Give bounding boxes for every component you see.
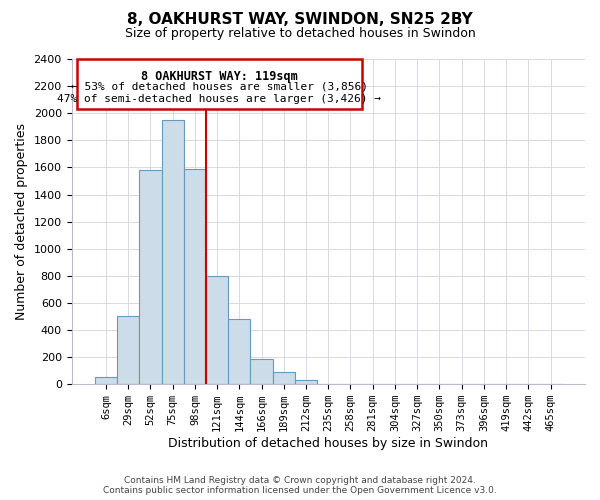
Bar xyxy=(117,316,139,384)
Bar xyxy=(95,378,117,384)
X-axis label: Distribution of detached houses by size in Swindon: Distribution of detached houses by size … xyxy=(168,437,488,450)
Bar xyxy=(272,372,295,384)
FancyBboxPatch shape xyxy=(77,59,362,110)
Bar xyxy=(250,359,272,384)
Text: 8, OAKHURST WAY, SWINDON, SN25 2BY: 8, OAKHURST WAY, SWINDON, SN25 2BY xyxy=(127,12,473,28)
Bar xyxy=(161,120,184,384)
Bar xyxy=(295,380,317,384)
Text: Size of property relative to detached houses in Swindon: Size of property relative to detached ho… xyxy=(125,28,475,40)
Bar xyxy=(184,169,206,384)
Text: 8 OAKHURST WAY: 119sqm: 8 OAKHURST WAY: 119sqm xyxy=(141,70,298,84)
Text: Contains HM Land Registry data © Crown copyright and database right 2024.: Contains HM Land Registry data © Crown c… xyxy=(124,476,476,485)
Text: Contains public sector information licensed under the Open Government Licence v3: Contains public sector information licen… xyxy=(103,486,497,495)
Y-axis label: Number of detached properties: Number of detached properties xyxy=(15,123,28,320)
Text: ← 53% of detached houses are smaller (3,856): ← 53% of detached houses are smaller (3,… xyxy=(71,82,368,92)
Text: 47% of semi-detached houses are larger (3,426) →: 47% of semi-detached houses are larger (… xyxy=(57,94,381,104)
Bar xyxy=(228,319,250,384)
Bar xyxy=(139,170,161,384)
Bar xyxy=(206,276,228,384)
